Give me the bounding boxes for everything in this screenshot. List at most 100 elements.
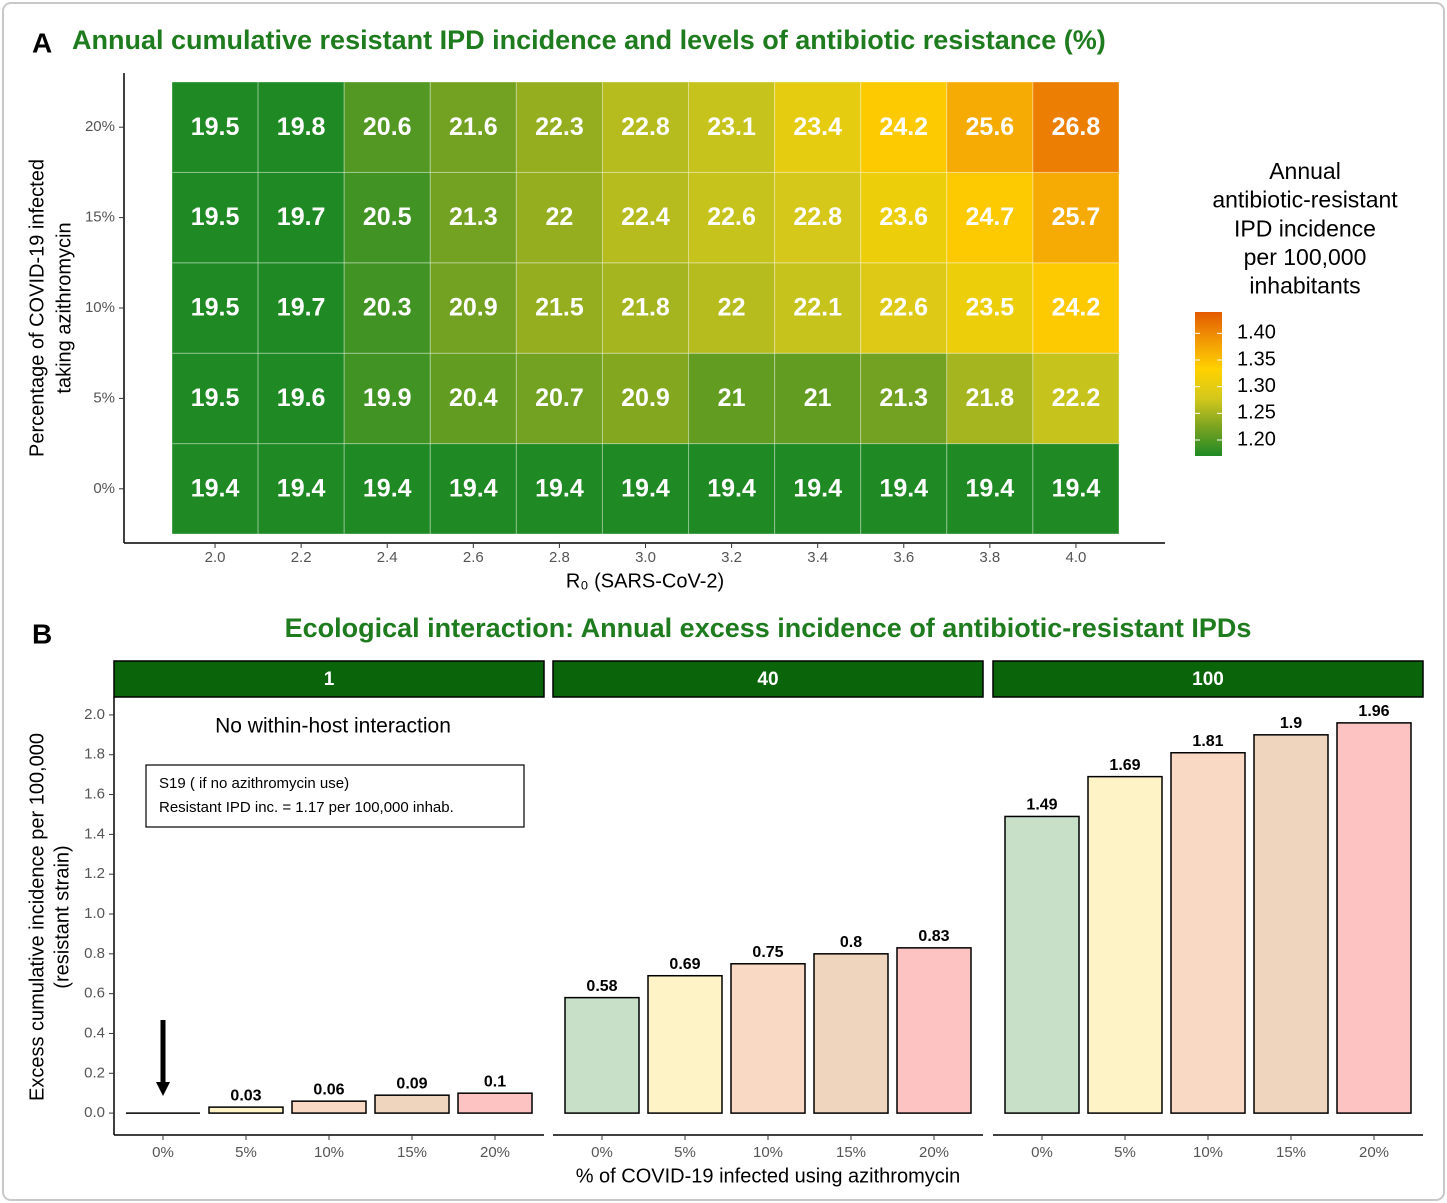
heat-cell xyxy=(601,443,690,535)
x-tick-label: 20% xyxy=(480,1144,510,1161)
cell-label: 19.7 xyxy=(277,294,326,322)
bar xyxy=(1087,775,1163,1114)
heat-cell xyxy=(860,81,948,173)
cell-label: 22.8 xyxy=(621,113,670,141)
arrow-head xyxy=(156,1082,170,1096)
bar xyxy=(1170,751,1246,1114)
cell-label: 19.5 xyxy=(191,113,240,141)
x-tick-label: 2.0 xyxy=(205,549,226,566)
data-label: 0.06 xyxy=(313,1081,344,1098)
cell-label: 25.7 xyxy=(1052,203,1101,231)
heat-cell xyxy=(429,81,517,173)
x-tick-label: 5% xyxy=(1114,1144,1136,1161)
cell-label: 22.6 xyxy=(879,294,928,322)
heat-cell xyxy=(1032,352,1120,445)
y-axis-title: Percentage of COVID-19 infected xyxy=(26,159,48,457)
y-tick-label: 0.2 xyxy=(84,1064,105,1081)
cell-label: 24.7 xyxy=(966,203,1015,231)
heat-cell xyxy=(688,352,776,445)
bar xyxy=(564,996,640,1114)
x-tick-label: 0% xyxy=(591,1144,613,1161)
heat-cell xyxy=(774,171,862,264)
y-tick-label: 20% xyxy=(85,118,115,135)
x-tick-label: 0% xyxy=(152,1144,174,1161)
data-label: 0.69 xyxy=(669,956,700,973)
cell-label: 19.9 xyxy=(363,384,412,412)
x-tick-label: 20% xyxy=(919,1144,949,1161)
annotation-box-text: Resistant IPD inc. = 1.17 per 100,000 in… xyxy=(159,799,454,816)
cell-label: 19.8 xyxy=(277,113,326,141)
cell-label: 19.4 xyxy=(793,474,842,502)
heat-cell xyxy=(343,262,431,354)
cell-label: 21 xyxy=(804,384,832,412)
x-tick-label: 15% xyxy=(397,1144,427,1161)
heat-cell xyxy=(601,352,690,445)
chart-title: Ecological interaction: Annual excess in… xyxy=(285,613,1252,643)
cell-label: 23.5 xyxy=(966,294,1015,322)
bar xyxy=(647,974,723,1114)
annotation-box-text: S19 ( if no azithromycin use) xyxy=(159,775,349,792)
data-label: 0.58 xyxy=(586,978,617,995)
cell-label: 26.8 xyxy=(1052,113,1101,141)
y-axis-title: Excess cumulative incidence per 100,000 xyxy=(26,733,48,1101)
y-tick-label: 15% xyxy=(85,209,115,226)
cell-label: 19.5 xyxy=(191,203,240,231)
heat-cell xyxy=(343,81,431,173)
legend-title: per 100,000 xyxy=(1244,244,1367,270)
bar xyxy=(896,947,972,1114)
x-tick-label: 4.0 xyxy=(1066,549,1087,566)
cell-label: 20.9 xyxy=(621,384,670,412)
heat-cell xyxy=(171,443,259,535)
x-tick-label: 5% xyxy=(235,1144,257,1161)
annotation: No within-host interaction xyxy=(215,715,451,738)
cell-label: 19.4 xyxy=(277,474,326,502)
data-label: 1.9 xyxy=(1280,715,1302,732)
x-axis-title: R₀ (SARS-CoV-2) xyxy=(566,570,724,592)
cell-label: 25.6 xyxy=(966,113,1015,141)
cell-label: 19.4 xyxy=(363,474,412,502)
heat-cell xyxy=(343,352,431,445)
cell-label: 21.8 xyxy=(966,384,1015,412)
cell-label: 22.6 xyxy=(707,203,756,231)
cell-label: 19.4 xyxy=(966,474,1015,502)
cell-label: 20.4 xyxy=(449,384,498,412)
x-tick-label: 5% xyxy=(674,1144,696,1161)
heat-cell xyxy=(515,81,603,173)
heat-cell xyxy=(257,443,345,535)
bar xyxy=(813,953,889,1114)
x-tick-label: 3.4 xyxy=(807,549,828,566)
heat-cell xyxy=(1032,443,1120,535)
cell-label: 21.8 xyxy=(621,294,670,322)
cell-label: 22 xyxy=(718,294,746,322)
heat-cell xyxy=(171,352,259,445)
y-tick-label: 1.4 xyxy=(84,825,105,842)
legend-title: inhabitants xyxy=(1249,272,1360,298)
heat-cell xyxy=(515,262,603,354)
heat-cell xyxy=(601,262,690,354)
heat-cell xyxy=(257,262,345,354)
heat-cell xyxy=(343,171,431,264)
y-tick-label: 0.8 xyxy=(84,945,105,962)
data-label: 0.09 xyxy=(396,1075,427,1092)
annotation-box xyxy=(145,764,525,828)
y-axis-title: taking azithromycin xyxy=(53,222,75,393)
heat-cell xyxy=(429,352,517,445)
cell-label: 21.6 xyxy=(449,113,498,141)
x-tick-label: 3.6 xyxy=(893,549,914,566)
cell-label: 20.3 xyxy=(363,294,412,322)
data-label: 1.81 xyxy=(1192,733,1223,750)
cell-label: 19.7 xyxy=(277,203,326,231)
legend-title: antibiotic-resistant xyxy=(1212,187,1398,213)
colorbar-label: 1.30 xyxy=(1237,375,1276,397)
heat-cell xyxy=(774,81,862,173)
cell-label: 19.4 xyxy=(449,474,498,502)
x-tick-label: 3.0 xyxy=(635,549,656,566)
y-tick-label: 1.6 xyxy=(84,786,105,803)
cell-label: 23.4 xyxy=(793,113,842,141)
y-tick-label: 0.4 xyxy=(84,1024,105,1041)
bar xyxy=(1336,722,1412,1114)
x-tick-label: 10% xyxy=(314,1144,344,1161)
facet-strip xyxy=(992,660,1424,698)
cell-label: 20.9 xyxy=(449,294,498,322)
cell-label: 19.4 xyxy=(191,474,240,502)
